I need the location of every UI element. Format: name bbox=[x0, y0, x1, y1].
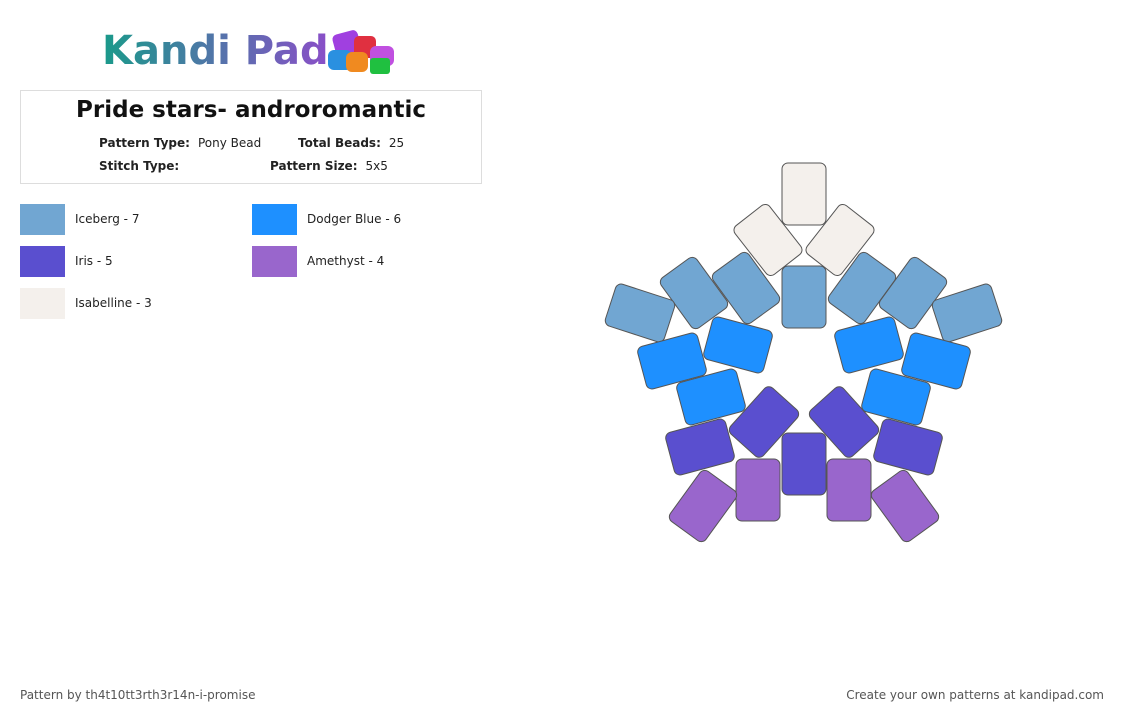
stitch-type: Stitch Type: bbox=[99, 159, 187, 173]
bead bbox=[668, 469, 738, 543]
bead bbox=[931, 283, 1003, 343]
legend-item: Amethyst - 4 bbox=[252, 245, 384, 277]
bead bbox=[637, 332, 707, 390]
logo[interactable]: Kandi Pad bbox=[102, 22, 412, 78]
pattern-card: Pride stars- androromantic Pattern Type:… bbox=[20, 90, 482, 184]
legend-label: Iceberg - 7 bbox=[75, 212, 140, 226]
bead bbox=[834, 316, 904, 374]
swatch bbox=[20, 245, 65, 277]
legend-label: Amethyst - 4 bbox=[307, 254, 385, 268]
beads bbox=[604, 162, 1003, 543]
label: Pattern Type: bbox=[99, 136, 190, 150]
bead bbox=[604, 283, 676, 343]
bead bbox=[728, 386, 800, 458]
label: Total Beads: bbox=[298, 136, 381, 150]
logo-text: Kandi Pad bbox=[102, 28, 329, 74]
bead bbox=[665, 418, 735, 476]
bead bbox=[901, 332, 971, 390]
bead bbox=[878, 256, 948, 330]
swatch bbox=[20, 287, 65, 319]
bead bbox=[711, 251, 781, 325]
bead bbox=[781, 265, 827, 329]
swatch bbox=[20, 203, 65, 235]
bead bbox=[861, 368, 931, 426]
pattern-title: Pride stars- androromantic bbox=[76, 97, 426, 123]
bead bbox=[808, 386, 880, 458]
legend-label: Iris - 5 bbox=[75, 254, 113, 268]
cta[interactable]: Create your own patterns at kandipad.com bbox=[846, 688, 1104, 702]
legend-item: Iceberg - 7 bbox=[20, 203, 139, 235]
swatch bbox=[252, 203, 297, 235]
pattern-type: Pattern Type: Pony Bead bbox=[99, 136, 261, 150]
label: Stitch Type: bbox=[99, 159, 180, 173]
bead bbox=[873, 418, 943, 476]
legend-item: Isabelline - 3 bbox=[20, 287, 152, 319]
legend-label: Isabelline - 3 bbox=[75, 296, 152, 310]
legend-label: Dodger Blue - 6 bbox=[307, 212, 402, 226]
bead bbox=[703, 316, 773, 374]
author[interactable]: Pattern by th4t10tt3rth3r14n-i-promise bbox=[20, 688, 256, 702]
bead bbox=[733, 203, 803, 277]
value: 5x5 bbox=[365, 159, 388, 173]
bead bbox=[781, 162, 827, 226]
legend-item: Dodger Blue - 6 bbox=[252, 203, 401, 235]
swatch bbox=[252, 245, 297, 277]
value: 25 bbox=[388, 136, 405, 150]
total-beads: Total Beads: 25 bbox=[298, 136, 404, 150]
label: Pattern Size: bbox=[270, 159, 358, 173]
bead bbox=[826, 458, 872, 522]
pattern-size: Pattern Size: 5x5 bbox=[270, 159, 388, 173]
logo-beads bbox=[328, 30, 394, 74]
legend-item: Iris - 5 bbox=[20, 245, 113, 277]
value: Pony Bead bbox=[197, 136, 262, 150]
bead bbox=[659, 256, 729, 330]
bead bbox=[870, 469, 940, 543]
bead bbox=[805, 203, 875, 277]
bead bbox=[735, 458, 781, 522]
bead bbox=[781, 432, 827, 496]
bead bbox=[676, 368, 746, 426]
